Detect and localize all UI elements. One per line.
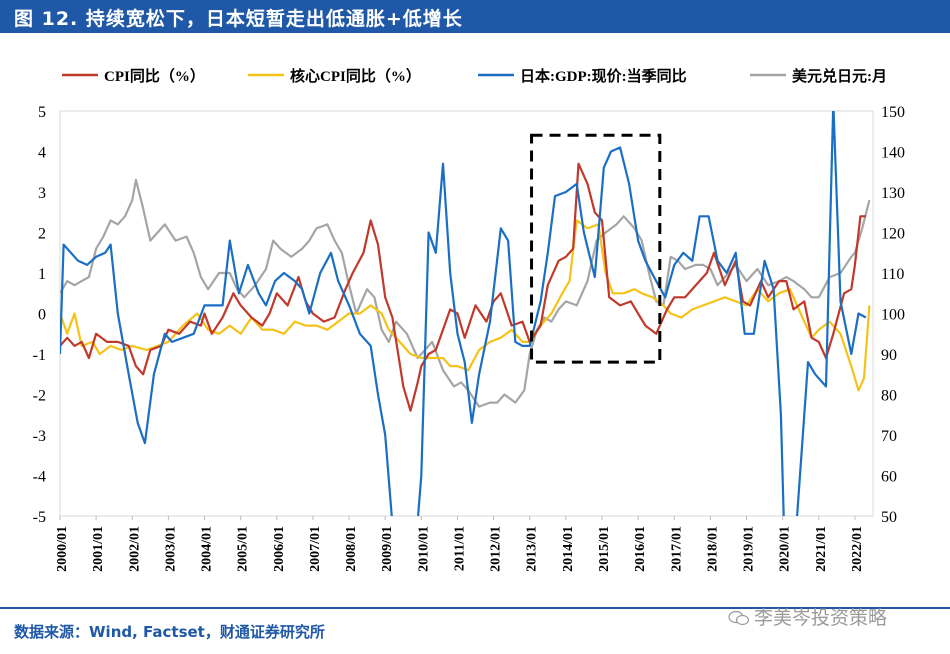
wechat-icon xyxy=(728,610,750,626)
left-tick-label: 0 xyxy=(38,307,46,324)
x-tick-label: 2006/01 xyxy=(272,526,287,572)
x-tick-label: 2017/01 xyxy=(669,526,684,572)
x-tick-label: 2003/01 xyxy=(163,526,178,572)
x-tick-label: 2015/01 xyxy=(597,526,612,572)
right-tick-label: 60 xyxy=(881,469,897,486)
right-tick-label: 100 xyxy=(881,307,905,324)
watermark-text: 李美岑投资策略 xyxy=(754,607,888,629)
right-tick-label: 140 xyxy=(881,145,905,162)
x-tick-label: 2005/01 xyxy=(236,526,251,572)
line-chart: 5 4 3 2 1 0 -1 -2 -3 -4 -5 150 140 130 120 110 100 90 80 70… xyxy=(33,67,905,572)
watermark: 李美岑投资策略 xyxy=(728,603,887,630)
left-tick-label: -2 xyxy=(33,388,46,405)
x-tick-label: 2008/01 xyxy=(344,526,359,572)
x-tick-label: 2013/01 xyxy=(525,526,540,572)
left-tick-label: -4 xyxy=(33,469,46,486)
legend-label-3: 美元兑日元:月 xyxy=(792,67,887,85)
series-line-3 xyxy=(60,178,871,408)
x-tick-label: 2007/01 xyxy=(308,526,323,572)
left-tick-label: -3 xyxy=(33,428,46,445)
x-tick-label: 2004/01 xyxy=(200,526,215,572)
x-tick-label: 2009/01 xyxy=(380,526,395,572)
x-tick-label: 2001/01 xyxy=(91,526,106,572)
data-source: 数据来源：Wind, Factset，财通证券研究所 xyxy=(14,623,325,641)
left-tick-label: 1 xyxy=(38,266,46,283)
x-tick-label: 2018/01 xyxy=(705,526,720,572)
footer-divider xyxy=(0,607,950,609)
left-tick-label: 2 xyxy=(38,226,46,243)
highlight-box xyxy=(530,133,662,364)
left-tick-label: 3 xyxy=(38,185,46,202)
legend-label-2: 日本:GDP:现价:当季同比 xyxy=(520,67,687,85)
title-bar: 图 12. 持续宽松下，日本短暂走出低通胀+低增长 xyxy=(0,0,950,33)
right-tick-label: 130 xyxy=(881,185,905,202)
right-tick-label: 90 xyxy=(881,347,897,364)
series-line-0 xyxy=(60,162,866,412)
x-tick-label: 2022/01 xyxy=(850,526,865,572)
x-tick-label: 2020/01 xyxy=(778,526,793,572)
series-line-1 xyxy=(60,219,871,392)
left-tick-label: 5 xyxy=(38,104,46,121)
right-tick-label: 110 xyxy=(881,266,904,283)
legend-label-0: CPI同比（%） xyxy=(104,67,205,85)
left-tick-label: 4 xyxy=(38,145,46,162)
right-tick-label: 70 xyxy=(881,428,897,445)
x-tick-label: 2014/01 xyxy=(561,526,576,572)
right-tick-label: 120 xyxy=(881,226,905,243)
x-tick-label: 2012/01 xyxy=(489,526,504,572)
x-tick-label: 2019/01 xyxy=(742,526,757,572)
left-tick-label: -5 xyxy=(33,509,46,526)
x-tick-label: 2021/01 xyxy=(814,526,829,572)
plot-frame xyxy=(59,110,874,517)
x-tick-label: 2011/01 xyxy=(452,526,467,571)
x-tick-label: 2000/01 xyxy=(55,526,70,572)
x-tick-label: 2016/01 xyxy=(633,526,648,572)
figure-title: 图 12. 持续宽松下，日本短暂走出低通胀+低增长 xyxy=(14,8,463,30)
x-tick-label: 2002/01 xyxy=(127,526,142,572)
series-line-2 xyxy=(60,111,867,516)
x-tick-label: 2010/01 xyxy=(416,526,431,572)
legend-label-1: 核心CPI同比（%） xyxy=(290,67,421,85)
right-tick-label: 50 xyxy=(881,509,897,526)
right-tick-label: 80 xyxy=(881,388,897,405)
left-tick-label: -1 xyxy=(33,347,46,364)
right-tick-label: 150 xyxy=(881,104,905,121)
